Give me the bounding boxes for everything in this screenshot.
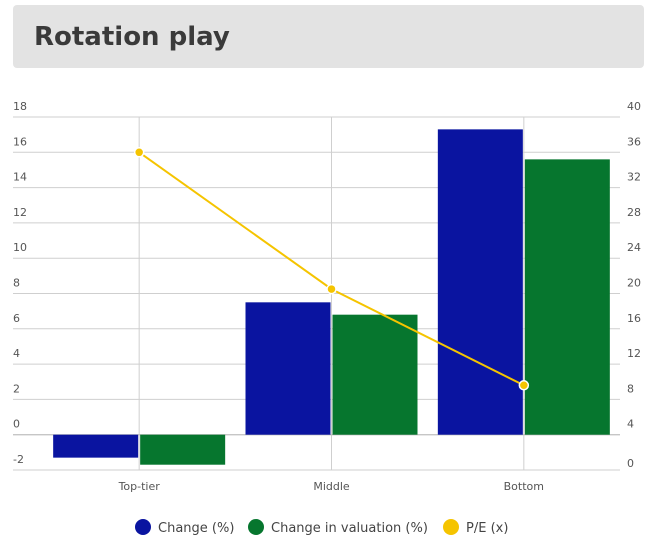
right-tick-label: 40 [627, 100, 641, 113]
legend-label: Change (%) [158, 521, 234, 536]
pe-line [133, 147, 530, 391]
chart-header: Rotation play [13, 5, 644, 68]
left-tick-label: 6 [13, 312, 20, 325]
right-tick-label: 20 [627, 277, 641, 290]
right-tick-label: 36 [627, 135, 641, 148]
legend-marker [135, 519, 151, 535]
chart-title: Rotation play [34, 22, 230, 52]
left-tick-label: 0 [13, 418, 20, 431]
pe-point [326, 283, 337, 295]
right-tick-label: 8 [627, 382, 634, 395]
bar-valuation-middle [332, 314, 418, 435]
pe-point [133, 147, 145, 158]
right-tick-label: 32 [627, 171, 641, 184]
right-tick-label: 16 [627, 312, 641, 325]
left-tick-label: 10 [13, 241, 27, 254]
legend-label: P/E (x) [466, 521, 508, 536]
left-tick-label: -2 [13, 453, 24, 466]
left-tick-label: 8 [13, 277, 20, 290]
right-tick-label: 24 [627, 241, 641, 254]
left-tick-label: 12 [13, 206, 27, 219]
right-tick-label: 12 [627, 347, 641, 360]
x-tick-label: Top-tier [118, 480, 161, 493]
left-tick-label: 4 [13, 347, 20, 360]
bar-valuation-bottom [524, 159, 610, 435]
left-tick-label: 2 [13, 382, 20, 395]
legend-label: Change in valuation (%) [271, 521, 428, 536]
legend-marker [443, 519, 459, 535]
bar-valuation-toptier [140, 434, 226, 465]
right-tick-label: 28 [627, 206, 641, 219]
left-tick-label: 16 [13, 135, 27, 148]
right-tick-label: 0 [627, 457, 634, 470]
bar-change-middle [245, 302, 331, 435]
bar-change-bottom [437, 129, 523, 435]
bar-change-toptier [53, 434, 139, 458]
left-axis-ticks: 18 16 14 12 10 8 6 4 2 0 -2 [13, 100, 27, 466]
x-tick-label: Middle [313, 480, 350, 493]
left-tick-label: 18 [13, 100, 27, 113]
right-tick-label: 4 [627, 418, 634, 431]
left-tick-label: 14 [13, 171, 27, 184]
bars [53, 129, 610, 465]
x-axis-ticks: Top-tier Middle Bottom [118, 480, 544, 493]
x-tick-label: Bottom [504, 480, 544, 493]
pe-point [518, 380, 530, 391]
legend-marker [248, 519, 264, 535]
legend: Change (%) Change in valuation (%) P/E (x) [135, 519, 508, 536]
